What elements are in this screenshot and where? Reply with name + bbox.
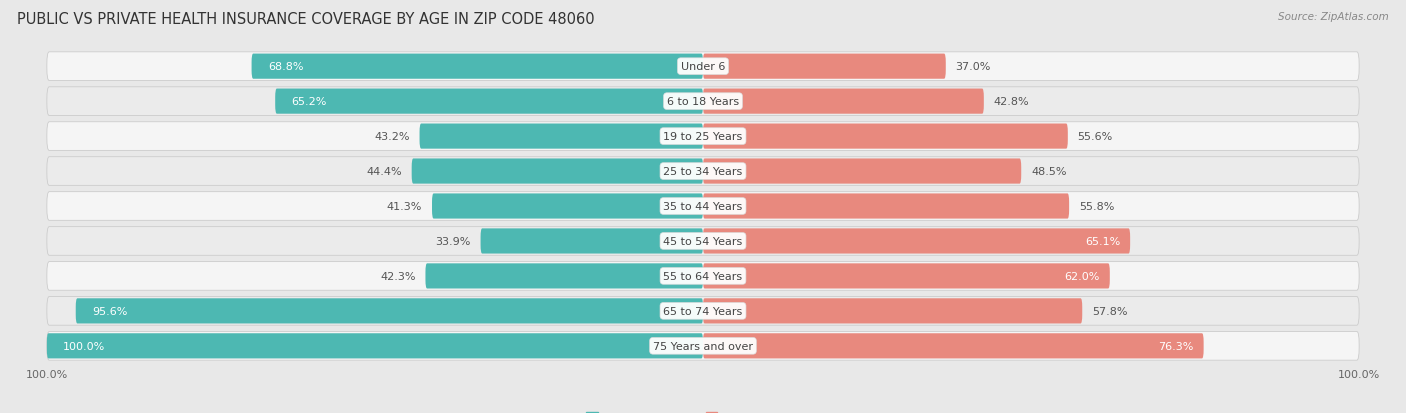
FancyBboxPatch shape (703, 159, 1021, 184)
Text: 57.8%: 57.8% (1092, 306, 1128, 316)
Text: 37.0%: 37.0% (956, 62, 991, 72)
Text: 65 to 74 Years: 65 to 74 Years (664, 306, 742, 316)
Text: 62.0%: 62.0% (1064, 271, 1099, 281)
Text: 68.8%: 68.8% (269, 62, 304, 72)
Text: 25 to 34 Years: 25 to 34 Years (664, 166, 742, 177)
FancyBboxPatch shape (46, 122, 1360, 151)
Text: 42.3%: 42.3% (380, 271, 416, 281)
FancyBboxPatch shape (426, 263, 703, 289)
Text: 48.5%: 48.5% (1031, 166, 1067, 177)
FancyBboxPatch shape (432, 194, 703, 219)
Text: 6 to 18 Years: 6 to 18 Years (666, 97, 740, 107)
FancyBboxPatch shape (481, 229, 703, 254)
FancyBboxPatch shape (703, 333, 1204, 358)
Text: 76.3%: 76.3% (1159, 341, 1194, 351)
FancyBboxPatch shape (46, 157, 1360, 186)
FancyBboxPatch shape (703, 299, 1083, 324)
FancyBboxPatch shape (46, 53, 1360, 81)
Text: 44.4%: 44.4% (366, 166, 402, 177)
Text: PUBLIC VS PRIVATE HEALTH INSURANCE COVERAGE BY AGE IN ZIP CODE 48060: PUBLIC VS PRIVATE HEALTH INSURANCE COVER… (17, 12, 595, 27)
Text: 100.0%: 100.0% (63, 341, 105, 351)
Text: Source: ZipAtlas.com: Source: ZipAtlas.com (1278, 12, 1389, 22)
FancyBboxPatch shape (46, 192, 1360, 221)
Text: 33.9%: 33.9% (436, 236, 471, 247)
FancyBboxPatch shape (46, 333, 703, 358)
FancyBboxPatch shape (46, 332, 1360, 360)
Text: 75 Years and over: 75 Years and over (652, 341, 754, 351)
FancyBboxPatch shape (703, 263, 1109, 289)
Text: 55 to 64 Years: 55 to 64 Years (664, 271, 742, 281)
FancyBboxPatch shape (703, 124, 1067, 150)
Text: 43.2%: 43.2% (374, 132, 409, 142)
FancyBboxPatch shape (703, 55, 946, 80)
Text: 35 to 44 Years: 35 to 44 Years (664, 202, 742, 211)
Text: 45 to 54 Years: 45 to 54 Years (664, 236, 742, 247)
FancyBboxPatch shape (412, 159, 703, 184)
FancyBboxPatch shape (703, 194, 1069, 219)
Text: 65.2%: 65.2% (291, 97, 328, 107)
FancyBboxPatch shape (703, 89, 984, 114)
Text: 55.6%: 55.6% (1077, 132, 1114, 142)
Text: 95.6%: 95.6% (93, 306, 128, 316)
FancyBboxPatch shape (703, 229, 1130, 254)
FancyBboxPatch shape (76, 299, 703, 324)
FancyBboxPatch shape (46, 262, 1360, 291)
Text: 65.1%: 65.1% (1085, 236, 1121, 247)
Text: 55.8%: 55.8% (1078, 202, 1115, 211)
Text: Under 6: Under 6 (681, 62, 725, 72)
Text: 42.8%: 42.8% (994, 97, 1029, 107)
FancyBboxPatch shape (46, 88, 1360, 116)
FancyBboxPatch shape (46, 297, 1360, 325)
FancyBboxPatch shape (419, 124, 703, 150)
FancyBboxPatch shape (252, 55, 703, 80)
FancyBboxPatch shape (276, 89, 703, 114)
Legend: Public Insurance, Private Insurance: Public Insurance, Private Insurance (582, 408, 824, 413)
Text: 19 to 25 Years: 19 to 25 Years (664, 132, 742, 142)
Text: 41.3%: 41.3% (387, 202, 422, 211)
FancyBboxPatch shape (46, 227, 1360, 256)
